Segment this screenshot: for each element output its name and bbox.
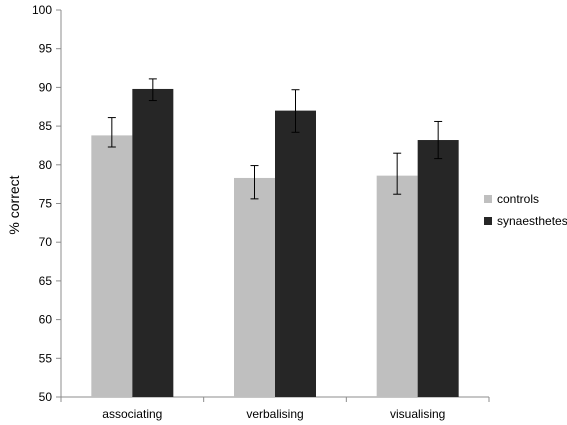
y-tick-label: 70 [39, 235, 53, 249]
bar-synaesthetes-associating [132, 88, 174, 397]
legend-label-controls: controls [497, 192, 539, 206]
y-tick-label: 75 [39, 197, 53, 211]
bar-controls-visualising [376, 175, 418, 397]
y-tick-label: 100 [32, 3, 52, 17]
bar-synaesthetes-visualising [417, 140, 459, 398]
y-tick-label: 65 [39, 274, 53, 288]
x-category-label: verbalising [246, 407, 303, 421]
legend-label-synaesthetes: synaesthetes [497, 214, 567, 228]
legend-swatch-synaesthetes [484, 217, 492, 225]
y-tick-label: 50 [39, 390, 53, 404]
y-tick-label: 95 [39, 42, 53, 56]
x-category-label: visualising [390, 407, 445, 421]
bar-controls-verbalising [234, 177, 275, 397]
y-tick-label: 60 [39, 313, 53, 327]
x-category-label: associating [102, 407, 162, 421]
legend: controls synaesthetes [484, 192, 567, 228]
plot-area: 50 55 60 65 70 75 80 85 90 95 100 associating verbal… [32, 3, 490, 421]
y-tick-label: 85 [39, 119, 53, 133]
bar-synaesthetes-verbalising [275, 110, 316, 398]
legend-swatch-controls [484, 195, 492, 203]
y-tick-label: 80 [39, 158, 53, 172]
y-tick-label: 90 [39, 80, 53, 94]
bar-controls-associating [91, 135, 133, 397]
y-tick-label: 55 [39, 351, 53, 365]
y-axis-title: % correct [6, 175, 22, 234]
